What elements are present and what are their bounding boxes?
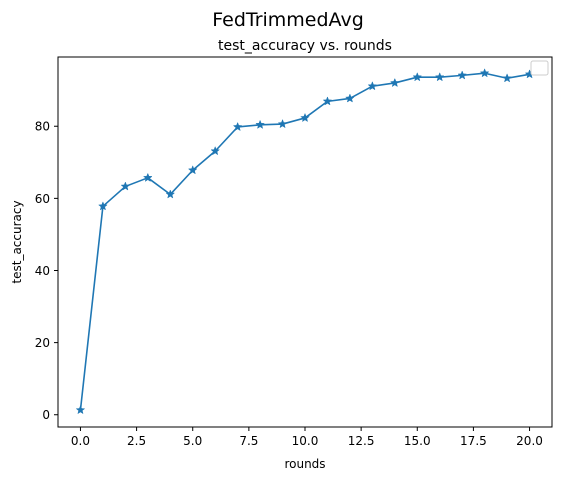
data-point-star-marker [345, 93, 355, 103]
x-tick-label: 7.5 [239, 434, 258, 448]
y-tick-label: 20 [35, 336, 50, 350]
y-axis-ticks: 0 20 40 60 80 [35, 120, 58, 422]
y-axis-label: test_accuracy [10, 200, 24, 283]
data-point-star-marker [165, 189, 176, 199]
data-point-star-marker [502, 73, 512, 83]
figure-suptitle: FedTrimmedAvg [212, 9, 364, 31]
y-tick-label: 40 [35, 264, 50, 278]
data-point-star-marker [322, 96, 333, 106]
data-point-star-marker [434, 72, 445, 82]
data-point-star-marker [389, 77, 400, 88]
data-point-star-marker [479, 68, 490, 78]
data-point-star-marker [75, 404, 86, 415]
data-point-star-marker [367, 81, 378, 91]
x-tick-label: 10.0 [292, 434, 319, 448]
y-tick-label: 60 [35, 192, 50, 206]
x-tick-label: 12.5 [348, 434, 375, 448]
x-tick-label: 17.5 [460, 434, 487, 448]
chart-title: test_accuracy vs. rounds [218, 38, 392, 54]
data-point-star-marker [142, 172, 153, 182]
legend-box [530, 60, 549, 76]
y-tick-label: 0 [42, 408, 50, 422]
data-point-star-marker [277, 118, 288, 129]
data-point-star-marker [412, 72, 423, 82]
x-tick-label: 5.0 [183, 434, 202, 448]
x-tick-label: 20.0 [516, 434, 543, 448]
data-point-star-marker [232, 121, 243, 132]
x-axis-label: rounds [284, 457, 325, 471]
data-point-star-marker [120, 181, 131, 191]
plot-area [58, 57, 552, 427]
x-tick-label: 15.0 [404, 434, 431, 448]
data-point-star-marker [98, 201, 108, 211]
data-point-star-marker [255, 119, 265, 129]
plot-frame [57, 56, 553, 428]
x-tick-label: 2.5 [127, 434, 146, 448]
data-point-star-marker [300, 112, 310, 123]
data-point-star-marker [187, 165, 198, 175]
x-axis-ticks: 0.0 2.5 5.0 7.5 10.0 12.5 15.0 17.5 20.0 [71, 427, 543, 448]
data-point-star-marker [457, 70, 468, 80]
x-tick-label: 0.0 [71, 434, 90, 448]
series-layer [75, 68, 535, 415]
y-tick-label: 80 [35, 120, 50, 134]
data-point-star-marker [210, 146, 221, 156]
